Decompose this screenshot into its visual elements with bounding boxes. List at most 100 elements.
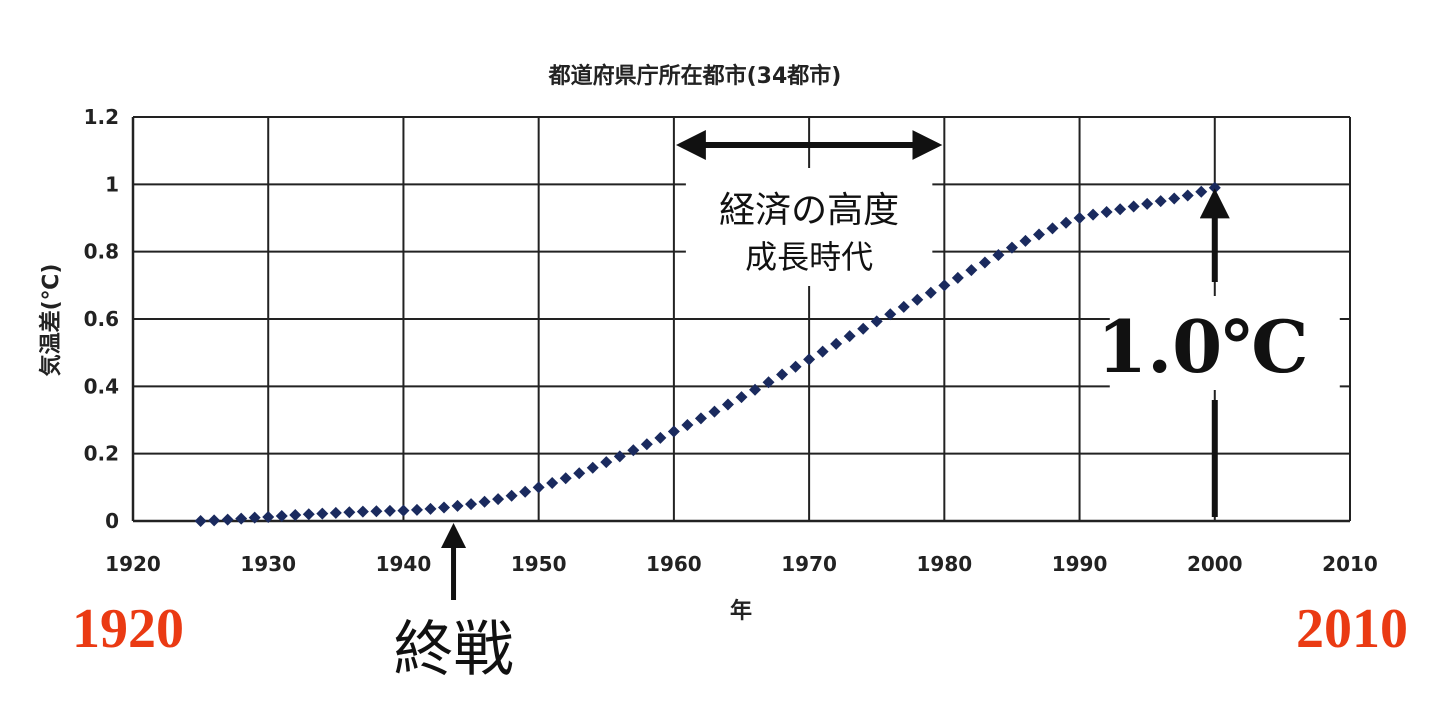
x-tick-label: 2000 <box>1187 552 1243 576</box>
data-point <box>397 504 410 517</box>
data-point <box>1019 234 1032 247</box>
data-point <box>1073 212 1086 224</box>
data-point <box>559 472 572 485</box>
data-point <box>275 509 288 522</box>
data-point <box>654 431 667 444</box>
start-year-label: 1920 <box>72 598 184 660</box>
data-point <box>640 438 653 451</box>
chart-title: 都道府県庁所在都市(34都市) <box>548 63 842 89</box>
data-point <box>410 503 423 516</box>
data-point <box>1168 192 1181 205</box>
y-tick-label: 0 <box>105 509 119 533</box>
x-tick-label: 1940 <box>376 552 432 576</box>
x-tick-label: 2010 <box>1322 552 1378 576</box>
x-tick-label: 1980 <box>916 552 972 576</box>
data-point <box>235 512 248 525</box>
data-point <box>1181 189 1194 202</box>
x-tick-label: 1990 <box>1052 552 1108 576</box>
data-point <box>505 489 518 502</box>
data-point <box>356 505 369 518</box>
data-point <box>1060 216 1073 229</box>
data-point <box>438 501 451 514</box>
data-point <box>924 286 937 299</box>
x-tick-label: 1970 <box>781 552 837 576</box>
data-point <box>667 425 680 438</box>
data-point <box>735 391 748 404</box>
data-point <box>221 513 234 526</box>
data-point <box>749 383 762 396</box>
data-point <box>816 345 829 358</box>
data-point <box>870 315 883 328</box>
data-point <box>627 444 640 457</box>
x-tick-label: 1930 <box>240 552 296 576</box>
data-point <box>1005 241 1018 254</box>
data-point <box>519 485 532 498</box>
data-point <box>600 456 613 469</box>
data-point <box>343 506 356 519</box>
data-point <box>1141 197 1154 210</box>
data-point <box>938 279 951 292</box>
data-point <box>194 515 207 527</box>
period-label-line2: 成長時代 <box>745 238 873 276</box>
data-point <box>1114 203 1127 216</box>
data-point <box>329 506 342 519</box>
y-tick-label: 1.2 <box>84 105 119 129</box>
data-point <box>316 507 329 520</box>
data-point <box>248 511 261 524</box>
end-year-label: 2010 <box>1296 598 1408 660</box>
data-point <box>721 398 734 411</box>
data-point <box>478 495 491 508</box>
data-point <box>694 412 707 425</box>
data-point <box>1046 222 1059 235</box>
data-point <box>951 271 964 284</box>
data-point <box>302 508 315 521</box>
y-tick-label: 0.8 <box>84 240 119 264</box>
data-point <box>911 293 924 306</box>
data-point <box>532 481 545 494</box>
data-point <box>383 504 396 517</box>
y-tick-label: 0.2 <box>84 442 119 466</box>
data-point <box>586 461 599 474</box>
data-point <box>451 499 464 512</box>
data-point <box>708 405 721 418</box>
data-point <box>965 264 978 277</box>
y-tick-labels: 0 0.2 0.4 0.6 0.8 1 1.2 <box>84 105 119 533</box>
x-axis-label: 年 <box>730 598 752 624</box>
period-label-line1: 経済の高度 <box>719 190 899 231</box>
y-axis-label: 気温差(℃) <box>38 264 64 377</box>
data-point <box>992 249 1005 262</box>
data-point <box>830 337 843 350</box>
rise-label-box <box>1109 296 1340 390</box>
data-point <box>289 508 302 521</box>
data-point <box>776 368 789 381</box>
period-label-box <box>685 168 933 286</box>
data-point <box>789 360 802 373</box>
data-point <box>843 330 856 343</box>
y-tick-label: 0.4 <box>84 374 119 398</box>
data-point <box>1154 195 1167 208</box>
x-tick-labels: 1920 1930 1940 1950 1960 1970 1980 1990 2000 2010 <box>105 552 1378 576</box>
data-point <box>762 376 775 389</box>
x-tick-label: 1920 <box>105 552 161 576</box>
data-point <box>208 514 221 527</box>
data-point <box>1032 228 1045 241</box>
data-point <box>546 476 559 489</box>
rise-label: 1.0℃ <box>1097 304 1309 389</box>
data-point <box>465 498 478 511</box>
data-point <box>573 467 586 480</box>
war-end-label: 終戦 <box>394 615 514 685</box>
data-point <box>424 502 437 515</box>
data-point <box>681 419 694 432</box>
data-point <box>978 256 991 269</box>
data-point <box>613 450 626 463</box>
data-point <box>370 505 383 518</box>
x-tick-label: 1960 <box>646 552 702 576</box>
data-point <box>803 353 816 366</box>
data-point <box>857 322 870 335</box>
data-point <box>492 493 505 506</box>
x-tick-label: 1950 <box>511 552 567 576</box>
data-point <box>262 510 275 523</box>
y-tick-label: 0.6 <box>84 307 119 331</box>
data-point <box>1195 185 1208 198</box>
